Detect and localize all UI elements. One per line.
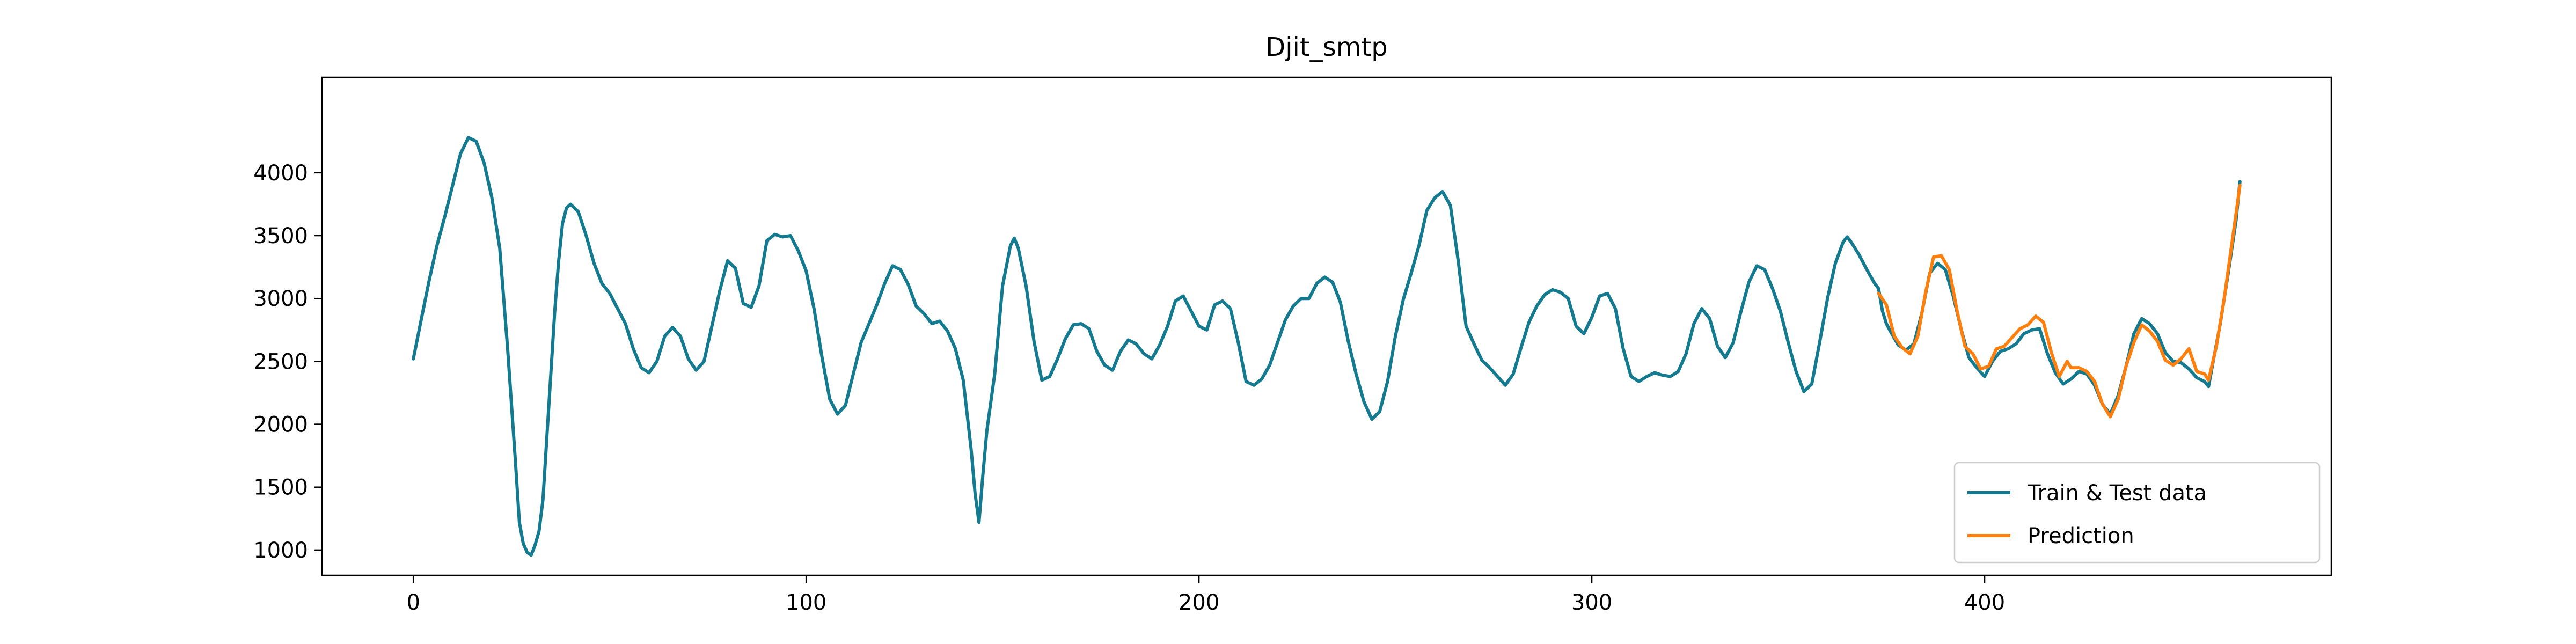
plot-area [321, 76, 2332, 576]
y-tick-label: 4000 [253, 161, 308, 186]
x-tick-label: 0 [406, 590, 420, 615]
x-axis: 0 100 200 300 400 [406, 575, 2005, 615]
x-tick-label: 200 [1179, 590, 1219, 615]
legend-label: Train & Test data [2027, 481, 2207, 506]
series-line-prediction [1877, 184, 2242, 419]
legend-box [1953, 462, 2321, 564]
legend: Train & Test data Prediction [1953, 462, 2321, 564]
y-tick-label: 3000 [253, 287, 308, 311]
x-tick-label: 400 [1964, 590, 2005, 615]
y-axis: 1000 1500 2000 2500 3000 3500 4000 [253, 161, 322, 563]
chart-title: Djit_smtp [1265, 32, 1388, 62]
series-layer [412, 136, 2242, 557]
x-tick-label: 300 [1571, 590, 1612, 615]
y-tick-label: 2500 [253, 349, 308, 374]
y-tick-label: 1000 [253, 538, 308, 563]
legend-label: Prediction [2028, 524, 2134, 548]
y-tick-label: 3500 [253, 224, 308, 248]
y-tick-label: 2000 [253, 413, 308, 437]
y-tick-label: 1500 [253, 475, 308, 500]
x-tick-label: 100 [786, 590, 826, 615]
plot-frame [321, 76, 2332, 576]
